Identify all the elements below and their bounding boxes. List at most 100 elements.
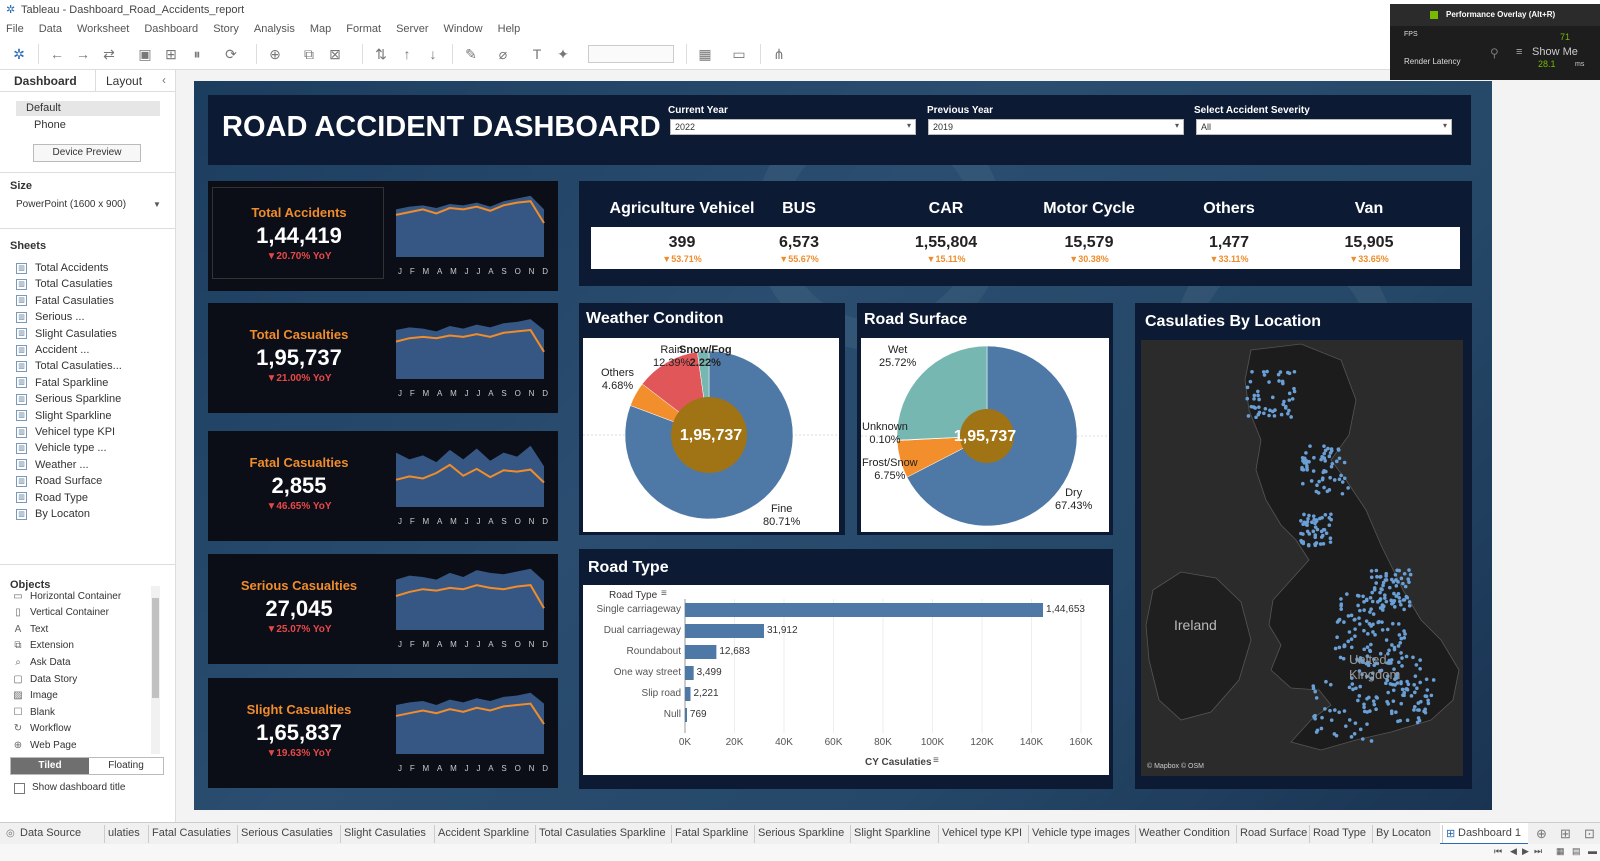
- menu-help[interactable]: Help: [497, 23, 521, 35]
- sheet-tab[interactable]: Slight Sparkline: [854, 827, 931, 839]
- object-item[interactable]: ↻ Workflow: [13, 721, 71, 737]
- new-datasource-icon[interactable]: ⊞: [165, 46, 177, 62]
- sheet-item[interactable]: ▥ By Locaton: [16, 506, 90, 522]
- show-cards-icon[interactable]: ▦: [698, 46, 712, 62]
- sort-ascending-icon[interactable]: ↑: [403, 46, 411, 62]
- sheet-item[interactable]: ▥ Serious Sparkline: [16, 391, 121, 407]
- weather-pie-chart[interactable]: [583, 338, 839, 532]
- sheet-item[interactable]: ▥ Fatal Casulaties: [16, 293, 114, 309]
- share-icon[interactable]: ⋔: [773, 46, 785, 62]
- sheet-item[interactable]: ▥ Slight Sparkline: [16, 408, 111, 424]
- uk-map[interactable]: [1141, 340, 1463, 776]
- new-worksheet-icon[interactable]: ⊕: [1536, 826, 1547, 841]
- sheet-item[interactable]: ▥ Vehicel type KPI: [16, 424, 115, 440]
- kpi-card[interactable]: Slight Casualties 1,65,837 ▼19.63% YoY J F M A…: [208, 678, 558, 788]
- sheet-item[interactable]: ▥ Vehicle type ...: [16, 440, 107, 456]
- undo-icon[interactable]: ←: [50, 46, 64, 62]
- new-dashboard-icon[interactable]: ⊞: [1560, 826, 1571, 841]
- menu-server[interactable]: Server: [396, 23, 429, 35]
- sheet-tab[interactable]: By Locaton: [1376, 827, 1432, 839]
- menu-format[interactable]: Format: [346, 23, 382, 35]
- menu-worksheet[interactable]: Worksheet: [76, 23, 130, 35]
- sheet-tab[interactable]: Serious Casulaties: [241, 827, 333, 839]
- sheet-tab[interactable]: Weather Condition: [1139, 827, 1230, 839]
- filter-severity-select[interactable]: All ▾: [1196, 119, 1452, 135]
- highlight-icon[interactable]: ✎: [465, 46, 477, 62]
- next-sheet-icon[interactable]: ▶: [1522, 846, 1529, 856]
- menu-analysis[interactable]: Analysis: [253, 23, 295, 35]
- sort-descending-icon[interactable]: ↓: [429, 46, 437, 62]
- pin-icon[interactable]: ✦: [557, 46, 569, 62]
- sheet-item[interactable]: ▥ Total Accidents: [16, 260, 108, 276]
- collapse-panel-icon[interactable]: ‹: [162, 73, 166, 87]
- device-preview-button[interactable]: Device Preview: [33, 144, 141, 162]
- object-item[interactable]: ⧉ Extension: [13, 638, 74, 654]
- sheet-item[interactable]: ▥ Weather ...: [16, 457, 89, 473]
- object-item[interactable]: ⌕ Ask Data: [13, 654, 70, 670]
- show-title-checkbox[interactable]: [14, 783, 25, 794]
- size-select[interactable]: PowerPoint (1600 x 900): [16, 199, 127, 210]
- sheet-tab[interactable]: Fatal Casulaties: [152, 827, 231, 839]
- first-sheet-icon[interactable]: ⏮: [1494, 846, 1503, 856]
- sort-icon[interactable]: ≡: [933, 755, 939, 766]
- objects-scrollbar[interactable]: [151, 586, 160, 754]
- tab-dashboard-1[interactable]: Dashboard 1: [1458, 827, 1521, 839]
- pause-updates-icon[interactable]: ⏸: [193, 46, 201, 62]
- group-icon[interactable]: ⌀: [498, 46, 508, 62]
- sheet-item[interactable]: ▥ Accident ...: [16, 342, 89, 358]
- sheet-tab[interactable]: Vehicel type KPI: [942, 827, 1023, 839]
- floating-button[interactable]: Floating: [108, 760, 144, 771]
- new-sheet-icon[interactable]: ⊕: [269, 46, 281, 62]
- show-sheet-sorter-icon[interactable]: ▤: [1572, 846, 1581, 856]
- sheet-tab[interactable]: Fatal Sparkline: [675, 827, 749, 839]
- road-type-bar-chart[interactable]: [583, 585, 1109, 775]
- filter-current-year-select[interactable]: 2022 ▾: [670, 119, 916, 135]
- object-item[interactable]: ⊕ Web Page: [13, 737, 77, 753]
- kpi-card[interactable]: Fatal Casualties 2,855 ▼46.65% YoY J F M A M J J A…: [208, 431, 558, 541]
- sheet-item[interactable]: ▥ Total Casulaties...: [16, 358, 122, 374]
- device-default[interactable]: Default: [26, 102, 61, 114]
- redo-icon[interactable]: →: [76, 46, 90, 62]
- pin-icon[interactable]: ⚲: [1490, 46, 1499, 60]
- object-item[interactable]: ☐ Blank: [13, 704, 56, 720]
- clear-sheet-icon[interactable]: ⊠: [329, 46, 341, 62]
- labels-icon[interactable]: T: [532, 46, 542, 62]
- filter-previous-year-select[interactable]: 2019 ▾: [928, 119, 1184, 135]
- sheet-tab[interactable]: Slight Casulaties: [344, 827, 426, 839]
- presentation-mode-icon[interactable]: ▭: [732, 46, 746, 62]
- sheet-item[interactable]: ▥ Slight Casulaties: [16, 326, 117, 342]
- kpi-card[interactable]: Serious Casualties 27,045 ▼25.07% YoY J F M A M…: [208, 554, 558, 664]
- last-sheet-icon[interactable]: ⏭: [1534, 846, 1543, 856]
- show-me-button[interactable]: Show Me: [1532, 46, 1578, 58]
- sheet-item[interactable]: ▥ Serious ...: [16, 309, 85, 325]
- sheet-tab[interactable]: Accident Sparkline: [438, 827, 530, 839]
- swap-icon[interactable]: ⇅: [375, 46, 387, 62]
- fit-select[interactable]: [588, 45, 674, 63]
- object-item[interactable]: ▢ Data Story: [13, 671, 77, 687]
- replace-data-icon[interactable]: ⇄: [103, 46, 115, 62]
- duplicate-sheet-icon[interactable]: ⧉: [304, 46, 314, 62]
- sheet-item[interactable]: ▥ Total Casulaties: [16, 276, 113, 292]
- sort-icon[interactable]: ≡: [661, 588, 667, 599]
- sheet-item[interactable]: ▥ Fatal Sparkline: [16, 375, 108, 391]
- object-item[interactable]: ▯ Vertical Container: [13, 605, 109, 621]
- menu-data[interactable]: Data: [38, 23, 62, 35]
- sheet-tab[interactable]: Serious Sparkline: [758, 827, 845, 839]
- sheet-item[interactable]: ▥ Road Type: [16, 490, 88, 506]
- sheet-tab[interactable]: Road Surface: [1240, 827, 1308, 839]
- sheet-tab[interactable]: ulaties: [108, 827, 140, 839]
- new-story-icon[interactable]: ⊡: [1584, 826, 1595, 841]
- tab-dashboard[interactable]: Dashboard: [14, 74, 77, 88]
- sheet-tab[interactable]: Data Source: [20, 827, 82, 839]
- refresh-icon[interactable]: ⟳: [225, 46, 237, 62]
- show-tabs-icon[interactable]: ▬: [1588, 846, 1597, 856]
- menu-story[interactable]: Story: [213, 23, 239, 35]
- menu-window[interactable]: Window: [443, 23, 483, 35]
- size-dropdown-icon[interactable]: ▼: [153, 200, 161, 209]
- menu-file[interactable]: File: [6, 23, 24, 35]
- show-filmstrip-icon[interactable]: ▦: [1556, 846, 1565, 856]
- location-map[interactable]: Ireland United Kingdom © Mapbox © OSM: [1141, 340, 1463, 776]
- device-phone[interactable]: Phone: [34, 119, 66, 131]
- object-item[interactable]: A Text: [13, 621, 49, 637]
- sheet-item[interactable]: ▥ Road Surface: [16, 473, 102, 489]
